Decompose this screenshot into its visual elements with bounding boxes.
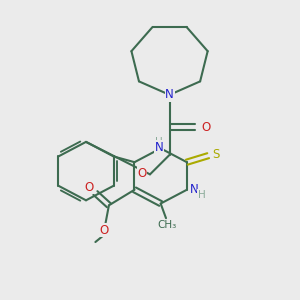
Text: O: O — [99, 224, 108, 236]
Text: CH₃: CH₃ — [157, 220, 176, 230]
Text: O: O — [201, 121, 210, 134]
Text: O: O — [84, 181, 94, 194]
Text: N: N — [165, 88, 174, 101]
Text: H: H — [198, 190, 206, 200]
Text: H: H — [155, 137, 163, 147]
Text: N: N — [190, 183, 198, 196]
Text: N: N — [154, 141, 163, 154]
Text: S: S — [212, 148, 220, 160]
Text: O: O — [138, 167, 147, 180]
